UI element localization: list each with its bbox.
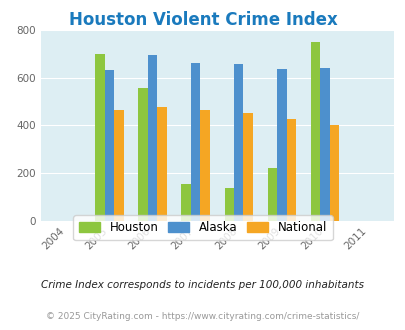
Bar	[286, 119, 295, 221]
Bar	[243, 114, 252, 221]
Bar	[114, 110, 124, 221]
Bar	[267, 168, 276, 221]
Bar	[200, 110, 209, 221]
Bar	[276, 69, 286, 221]
Bar	[104, 70, 114, 221]
Text: Houston Violent Crime Index: Houston Violent Crime Index	[68, 11, 337, 29]
Text: © 2025 CityRating.com - https://www.cityrating.com/crime-statistics/: © 2025 CityRating.com - https://www.city…	[46, 312, 359, 321]
Bar	[157, 108, 166, 221]
Bar	[138, 88, 147, 221]
Bar	[233, 64, 243, 221]
Text: Crime Index corresponds to incidents per 100,000 inhabitants: Crime Index corresponds to incidents per…	[41, 280, 364, 290]
Bar	[190, 63, 200, 221]
Bar	[95, 53, 104, 221]
Bar	[147, 55, 157, 221]
Bar	[310, 42, 320, 221]
Bar	[320, 68, 329, 221]
Bar	[329, 125, 338, 221]
Legend: Houston, Alaska, National: Houston, Alaska, National	[73, 215, 332, 240]
Bar	[181, 184, 190, 221]
Bar	[224, 187, 233, 221]
